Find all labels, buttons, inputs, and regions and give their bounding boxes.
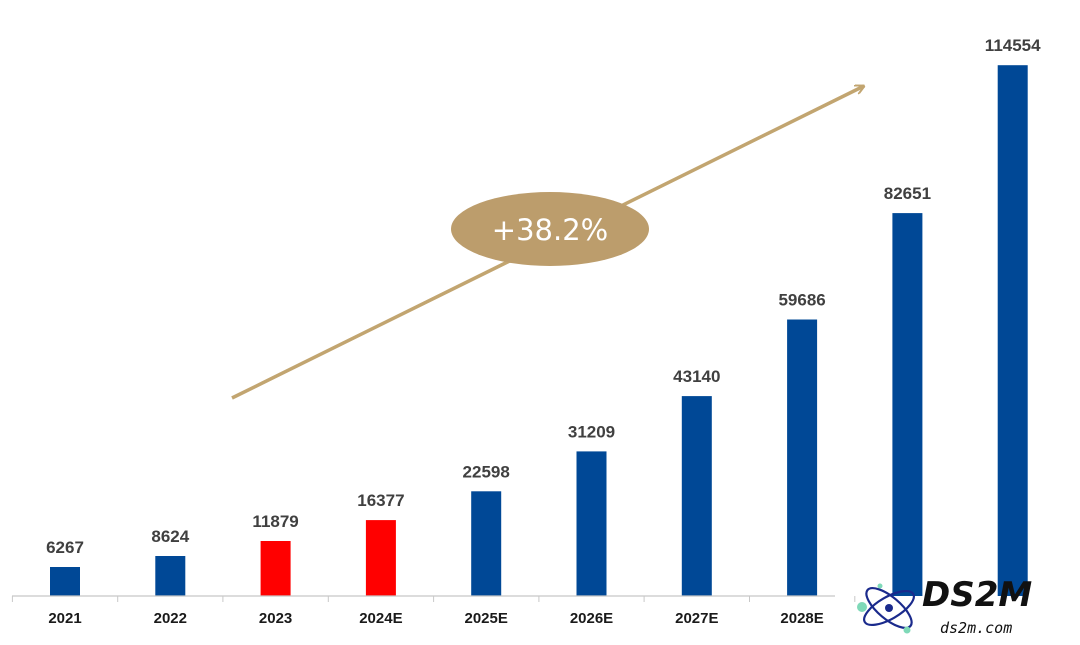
value-label-7: 59686 (778, 291, 825, 310)
growth-label: +38.2% (492, 213, 608, 247)
watermark-url: ds2m.com (940, 619, 1012, 637)
category-label-0: 2021 (48, 610, 81, 627)
category-label-6: 2027E (675, 610, 718, 627)
value-label-6: 43140 (673, 367, 720, 386)
bar-9 (997, 65, 1028, 596)
value-label-1: 8624 (151, 527, 189, 546)
value-label-2: 11879 (252, 512, 298, 531)
category-label-2: 2023 (259, 610, 292, 627)
bar-4 (471, 491, 502, 596)
bar-6 (681, 396, 712, 596)
category-label-3: 2024E (359, 610, 402, 627)
value-label-8: 82651 (884, 184, 931, 203)
bar-3 (365, 520, 396, 596)
watermark-logo: DS2M ds2m.com (857, 575, 1032, 637)
bar-1 (155, 556, 186, 596)
atom-icon (857, 583, 915, 634)
bar-0 (50, 567, 80, 596)
value-label-5: 31209 (568, 422, 615, 441)
value-label-4: 22598 (463, 462, 510, 481)
value-label-3: 16377 (357, 491, 404, 510)
growth-badge (451, 192, 649, 266)
category-label-4: 2025E (465, 610, 508, 627)
x-axis-ticks (11, 596, 856, 602)
value-label-9: 114554 (985, 36, 1041, 55)
value-label-0: 6267 (46, 538, 84, 557)
value-labels-group: 6267 8624 11879 16377 22598 31209 43140 59686 82… (46, 36, 1041, 557)
bar-2 (260, 541, 291, 596)
bar-5 (576, 451, 607, 596)
watermark-brand: DS2M (922, 575, 1032, 615)
category-labels-group: 2021 2022 2023 2024E 2025E 2026E 2027E 2028E (48, 610, 823, 627)
bars-group (50, 65, 1028, 596)
bar-7 (787, 319, 818, 596)
bar-8 (892, 213, 923, 596)
category-label-7: 2028E (780, 610, 823, 627)
category-label-5: 2026E (570, 610, 613, 627)
category-label-1: 2022 (154, 610, 187, 627)
